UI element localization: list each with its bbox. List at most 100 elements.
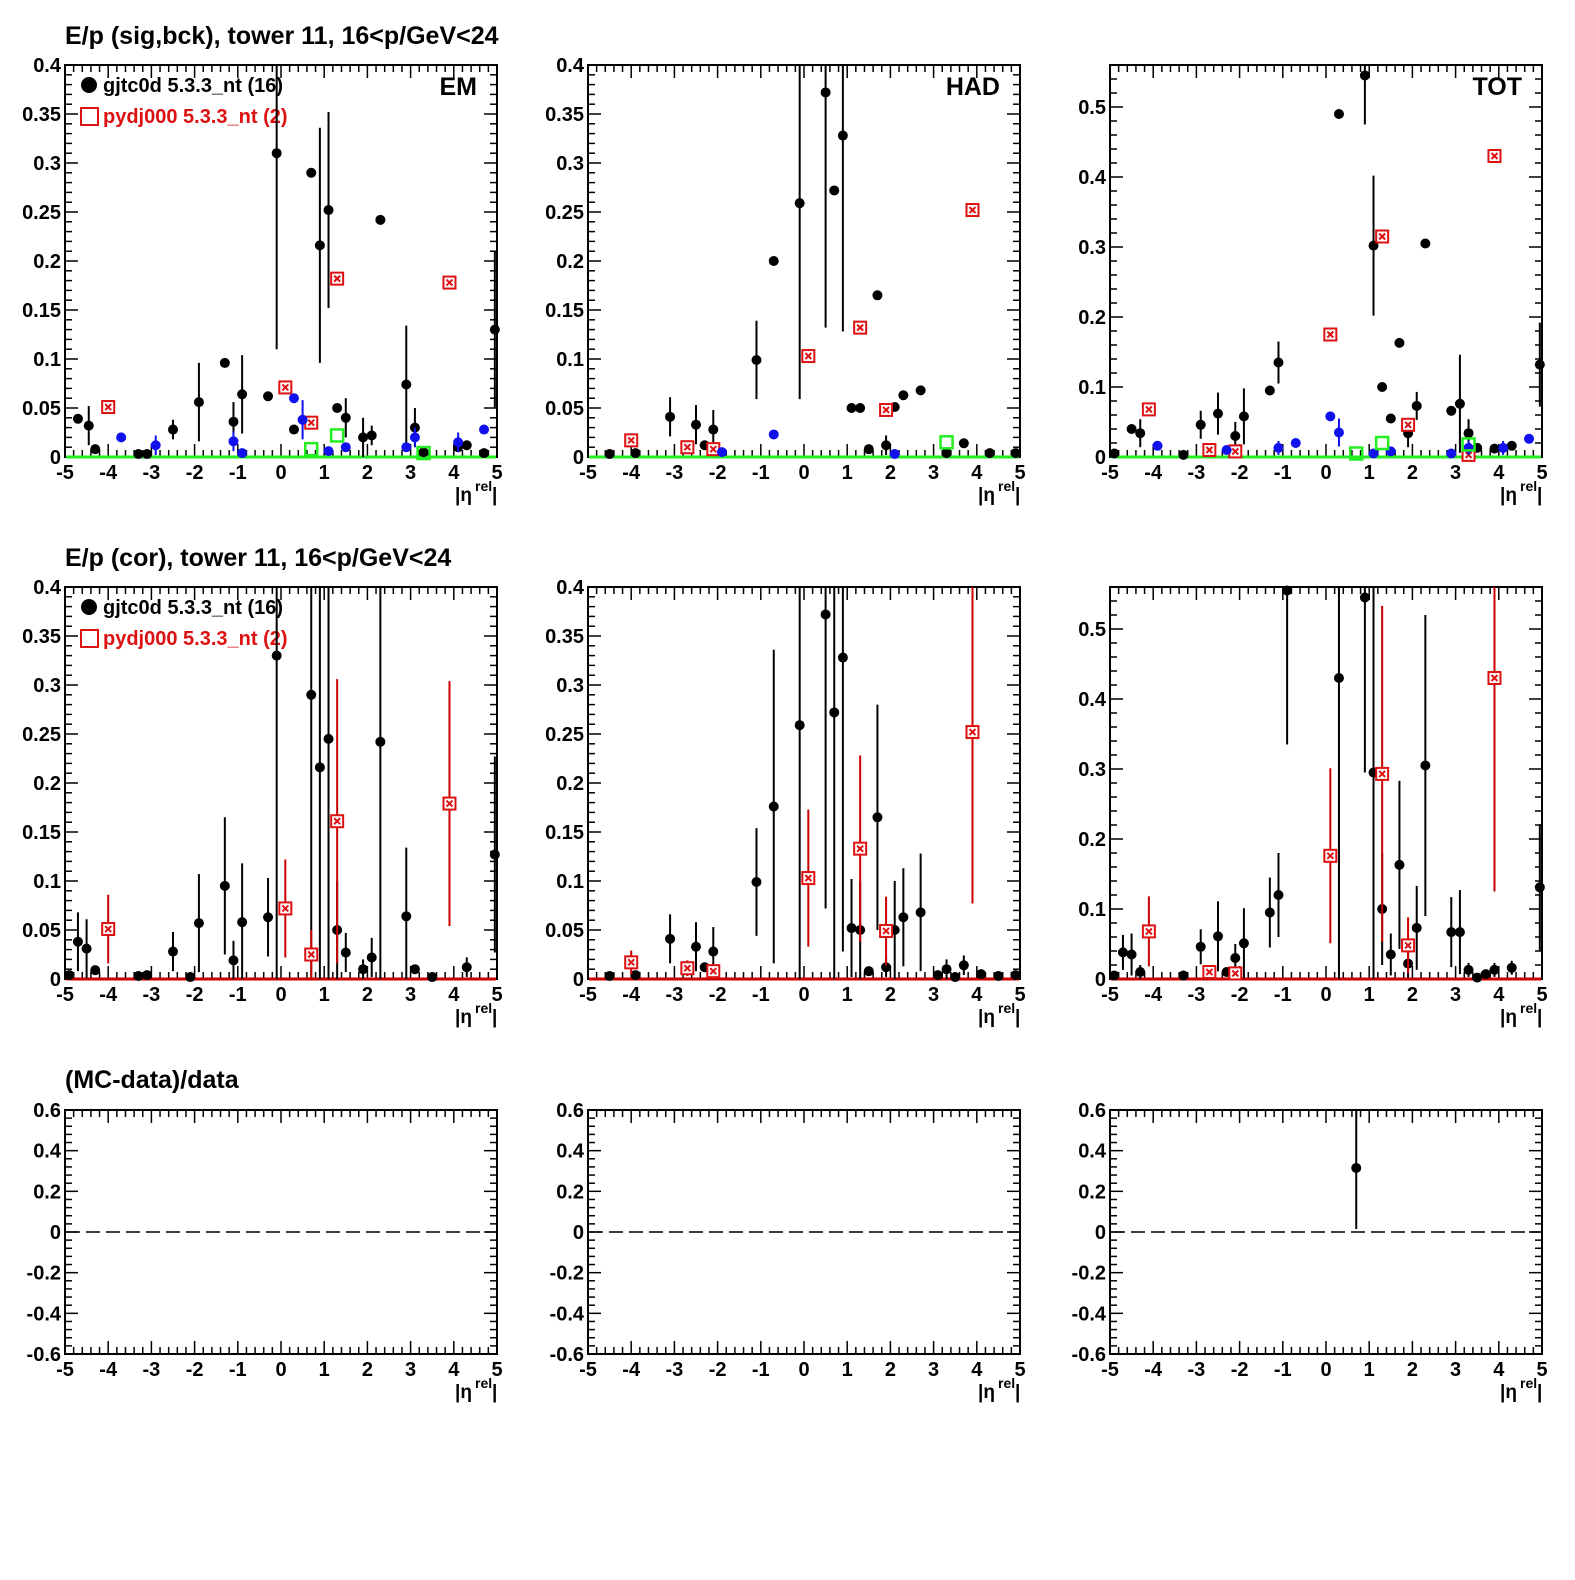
em-sig-mc-point-cross bbox=[445, 278, 454, 287]
tot-cor-ytick-label: 0.1 bbox=[1078, 899, 1106, 921]
had-ratio-xtick-label: -3 bbox=[666, 1359, 684, 1381]
tot-cor-ytick-label: 0.5 bbox=[1078, 619, 1106, 641]
had-sig-xtick-label: 1 bbox=[842, 462, 853, 484]
had-cor-data-point bbox=[863, 966, 874, 977]
had-sig-data-point bbox=[820, 87, 831, 98]
tot-cor-ytick-label: 0.3 bbox=[1078, 759, 1106, 781]
had-sig-data-point bbox=[872, 290, 883, 301]
tot-sig-ytick-label: 0.5 bbox=[1078, 97, 1106, 119]
em-ratio-xtick-label: 0 bbox=[275, 1359, 286, 1381]
had-sig-data-point bbox=[881, 440, 892, 451]
tot-cor-xlabel-sup: rel bbox=[1520, 1000, 1537, 1016]
tot-cor-data-point bbox=[1178, 970, 1189, 981]
em-sig-legend-data-marker bbox=[81, 77, 97, 93]
had-ratio-ytick-label: 0.2 bbox=[556, 1181, 584, 1203]
tot-cor-xtick-label: 3 bbox=[1450, 984, 1461, 1006]
em-sig-ytick-label: 0.3 bbox=[33, 153, 61, 175]
had-sig-mc-point-cross bbox=[683, 443, 692, 451]
had-sig-data-point bbox=[984, 448, 995, 459]
em-ratio-xlabel-close: | bbox=[492, 1382, 497, 1403]
had-sig-ytick-label: 0.25 bbox=[545, 202, 584, 224]
tot-ratio-xtick-label: 2 bbox=[1407, 1359, 1418, 1381]
tot-cor-data-point bbox=[1135, 967, 1146, 977]
had-ratio-ytick-label: 0 bbox=[573, 1222, 584, 1244]
had-cor-ytick-label: 0.25 bbox=[545, 724, 584, 746]
tot-ratio-xtick-label: -3 bbox=[1188, 1359, 1206, 1381]
had-cor-data-point bbox=[820, 609, 831, 620]
tot-sig-ytick-label: 0.4 bbox=[1078, 167, 1107, 189]
em-cor-data-point bbox=[366, 952, 377, 963]
had-cor-mc-point-cross bbox=[627, 958, 635, 967]
em-sig-xtick-label: 2 bbox=[362, 462, 373, 484]
had-sig-data-point bbox=[768, 256, 779, 266]
had-cor-mc-point-cross bbox=[709, 967, 717, 975]
tot-sig-xlabel-close: | bbox=[1537, 485, 1542, 506]
tot-ratio-xtick-label: 0 bbox=[1320, 1359, 1331, 1381]
had-sig-blue-point bbox=[716, 447, 727, 458]
em-sig-mc-point-cross bbox=[333, 274, 341, 283]
had-sig-mc-point-cross bbox=[804, 352, 813, 360]
tot-ratio-ytick-label: 0.2 bbox=[1078, 1181, 1106, 1203]
em-ratio-xtick-label: 2 bbox=[362, 1359, 373, 1381]
em-cor-data-point bbox=[427, 972, 438, 983]
tot-sig-mc-point-cross bbox=[1326, 330, 1335, 339]
tot-cor-mc-point-cross bbox=[1490, 674, 1499, 682]
em-sig-data-point bbox=[314, 240, 325, 251]
tot-cor-data-point bbox=[1446, 927, 1457, 938]
had-ratio-xtick-label: 5 bbox=[1014, 1359, 1025, 1381]
em-sig-data-point bbox=[90, 444, 101, 455]
had-sig-data-point bbox=[794, 198, 805, 209]
tot-sig-data-point bbox=[1238, 411, 1249, 422]
had-sig-xtick-label: 5 bbox=[1014, 462, 1025, 484]
em-sig-green-point bbox=[303, 441, 319, 457]
had-sig-data-point bbox=[708, 424, 719, 435]
em-cor-data-point bbox=[340, 947, 351, 958]
tot-ratio-ytick-label: -0.4 bbox=[1072, 1303, 1107, 1325]
em-sig-ytick-label: 0.4 bbox=[33, 55, 62, 77]
had-sig-xtick-label: -3 bbox=[666, 462, 684, 484]
tot-cor-mc-point-cross bbox=[1231, 969, 1239, 978]
had-cor-data-point bbox=[898, 912, 909, 923]
had-cor-data-point bbox=[837, 652, 848, 663]
had-cor-data-point bbox=[604, 971, 615, 982]
tot-sig-green-point bbox=[1461, 437, 1476, 452]
had-cor-data-point bbox=[915, 907, 926, 918]
tot-cor-xtick-label: 5 bbox=[1536, 984, 1547, 1006]
tot-ratio-xtick-label: -5 bbox=[1101, 1359, 1119, 1381]
had-cor-ytick-label: 0.3 bbox=[556, 675, 584, 697]
had-ratio-xtick-label: 1 bbox=[842, 1359, 853, 1381]
em-sig-xtick-label: 3 bbox=[405, 462, 416, 484]
em-sig-blue-point bbox=[297, 414, 308, 425]
em-sig-data-point bbox=[288, 424, 299, 435]
tot-cor-data-point bbox=[1454, 927, 1465, 938]
em-sig-data-point bbox=[271, 148, 282, 159]
had-sig-data-point bbox=[958, 438, 969, 449]
em-cor-xlabel: |η bbox=[455, 1007, 472, 1028]
had-cor-data-point bbox=[958, 960, 969, 971]
had-sig-xtick-label: -5 bbox=[579, 462, 597, 484]
had-sig-data-point bbox=[829, 185, 840, 196]
had-sig-mc-point-cross bbox=[709, 445, 717, 453]
em-sig-data-point bbox=[237, 389, 248, 400]
em-sig-xtick-label: -1 bbox=[229, 462, 247, 484]
em-cor-data-point bbox=[461, 962, 472, 973]
em-sig-ytick-label: 0.2 bbox=[33, 251, 61, 273]
em-cor-xtick-label: 5 bbox=[491, 984, 502, 1006]
tot-sig-data-point bbox=[1178, 449, 1189, 460]
em-cor-xtick-label: -3 bbox=[143, 984, 161, 1006]
had-cor-mc-point-cross bbox=[968, 728, 977, 736]
em-sig-data-point bbox=[418, 447, 429, 458]
had-cor-xtick-label: 1 bbox=[842, 984, 853, 1006]
tot-cor-xtick-label: 4 bbox=[1493, 984, 1505, 1006]
had-cor-xtick-label: 4 bbox=[971, 984, 983, 1006]
tot-cor-ytick-label: 0.2 bbox=[1078, 829, 1106, 851]
em-sig-blue-point bbox=[453, 437, 464, 448]
em-sig-mc-point-cross bbox=[307, 418, 315, 427]
tot-sig-ytick-label: 0 bbox=[1095, 447, 1106, 469]
tot-sig-data-point bbox=[1195, 419, 1206, 430]
em-sig-data-point bbox=[168, 424, 178, 435]
had-ratio-ytick-label: 0.6 bbox=[556, 1100, 584, 1122]
had-cor-xlabel: |η bbox=[978, 1007, 995, 1028]
had-cor-data-point bbox=[846, 923, 857, 934]
